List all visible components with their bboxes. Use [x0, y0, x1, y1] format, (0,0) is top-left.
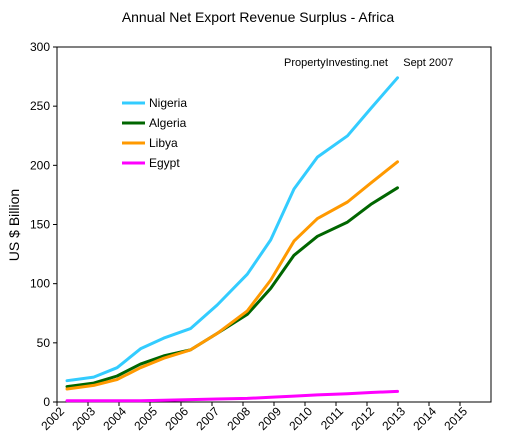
- x-tick-label: 2015: [441, 404, 470, 433]
- series-line-egypt: [65, 389, 399, 403]
- chart-title: Annual Net Export Revenue Surplus - Afri…: [122, 9, 395, 25]
- y-tick-label: 100: [30, 277, 50, 291]
- x-tick-label: 2007: [193, 404, 222, 433]
- x-tick-label: 2013: [379, 404, 408, 433]
- x-tick-label: 2006: [162, 404, 191, 433]
- y-tick-label: 200: [30, 158, 50, 172]
- y-axis-label: US $ Billion: [6, 189, 22, 261]
- legend: Nigeria Algeria Libya Egypt: [122, 96, 187, 170]
- x-tick-label: 2004: [100, 404, 129, 433]
- y-tick-label: 250: [30, 99, 50, 113]
- y-tick-label: 50: [37, 336, 51, 350]
- y-tick-label: 300: [30, 40, 50, 54]
- x-tick-label: 2008: [224, 404, 253, 433]
- x-tick-label: 2010: [286, 404, 315, 433]
- x-tick-label: 2014: [410, 404, 439, 433]
- y-tick-label: 0: [43, 395, 50, 409]
- legend-label: Libya: [149, 136, 178, 150]
- x-tick-label: 2011: [318, 404, 346, 432]
- series-line-nigeria: [65, 76, 399, 383]
- y-axis: 0 50 100 150 200 250 300: [30, 40, 57, 409]
- series-line-libya: [65, 160, 399, 391]
- legend-label: Nigeria: [149, 96, 187, 110]
- x-axis: 2002 2003 2004 2005 2006 2007 2008 2009 2010 2011…: [38, 402, 470, 433]
- series-lines: [65, 76, 399, 403]
- x-tick-label: 2003: [69, 404, 98, 433]
- x-tick-label: 2005: [131, 404, 160, 433]
- x-tick-label: 2009: [255, 404, 284, 433]
- plot-area: [56, 46, 492, 403]
- y-tick-label: 150: [30, 218, 50, 232]
- legend-label: Egypt: [149, 156, 180, 170]
- x-tick-label: 2012: [348, 404, 377, 433]
- legend-label: Algeria: [149, 116, 187, 130]
- source-annotation: PropertyInvesting.net Sept 2007: [284, 57, 453, 69]
